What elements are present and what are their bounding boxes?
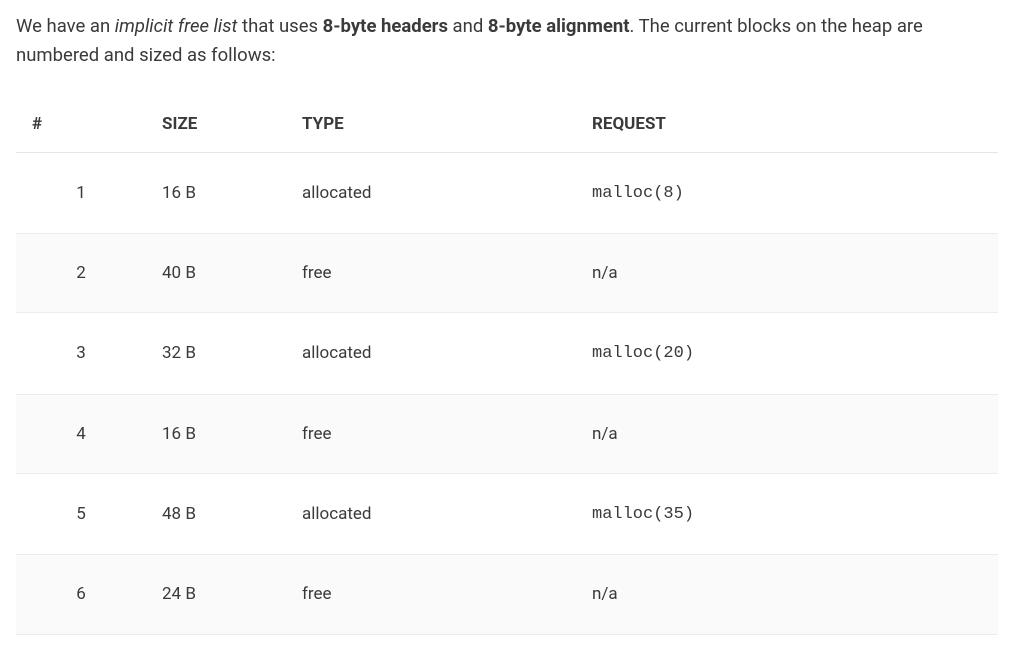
cell-type: allocated xyxy=(286,313,576,394)
cell-size: 48 B xyxy=(146,474,286,555)
header-type: TYPE xyxy=(286,97,576,152)
cell-request: n/a xyxy=(576,555,998,634)
cell-size: 24 B xyxy=(146,555,286,634)
intro-italic: implicit free list xyxy=(115,15,238,37)
cell-num: 1 xyxy=(16,152,146,233)
intro-bold-1: 8-byte headers xyxy=(323,15,448,37)
cell-type: free xyxy=(286,394,576,473)
cell-request: malloc(8) xyxy=(576,152,998,233)
cell-num: 5 xyxy=(16,474,146,555)
cell-request: malloc(35) xyxy=(576,474,998,555)
cell-type: free xyxy=(286,555,576,634)
cell-size: 40 B xyxy=(146,234,286,313)
heap-blocks-table: # SIZE TYPE REQUEST 1 16 B allocated mal… xyxy=(16,97,998,634)
table-row: 1 16 B allocated malloc(8) xyxy=(16,152,998,233)
intro-bold-2: 8-byte alignment xyxy=(488,15,630,37)
table-row: 2 40 B free n/a xyxy=(16,234,998,313)
request-mono: malloc(20) xyxy=(592,344,694,363)
cell-type: allocated xyxy=(286,152,576,233)
intro-text-2: that uses xyxy=(237,15,322,37)
table-body: 1 16 B allocated malloc(8) 2 40 B free n… xyxy=(16,152,998,634)
header-size: SIZE xyxy=(146,97,286,152)
header-request: REQUEST xyxy=(576,97,998,152)
request-mono: malloc(35) xyxy=(592,505,694,524)
cell-request: n/a xyxy=(576,394,998,473)
table-row: 6 24 B free n/a xyxy=(16,555,998,634)
cell-size: 16 B xyxy=(146,394,286,473)
cell-size: 32 B xyxy=(146,313,286,394)
cell-num: 4 xyxy=(16,394,146,473)
cell-request: malloc(20) xyxy=(576,313,998,394)
intro-paragraph: We have an implicit free list that uses … xyxy=(16,12,998,69)
intro-text-3: and xyxy=(448,15,488,37)
table-row: 3 32 B allocated malloc(20) xyxy=(16,313,998,394)
table-row: 5 48 B allocated malloc(35) xyxy=(16,474,998,555)
table-row: 4 16 B free n/a xyxy=(16,394,998,473)
cell-size: 16 B xyxy=(146,152,286,233)
cell-type: free xyxy=(286,234,576,313)
cell-request: n/a xyxy=(576,234,998,313)
cell-num: 3 xyxy=(16,313,146,394)
cell-num: 6 xyxy=(16,555,146,634)
table-header-row: # SIZE TYPE REQUEST xyxy=(16,97,998,152)
request-mono: malloc(8) xyxy=(592,184,684,203)
intro-text-1: We have an xyxy=(16,15,115,37)
cell-type: allocated xyxy=(286,474,576,555)
cell-num: 2 xyxy=(16,234,146,313)
header-num: # xyxy=(16,97,146,152)
